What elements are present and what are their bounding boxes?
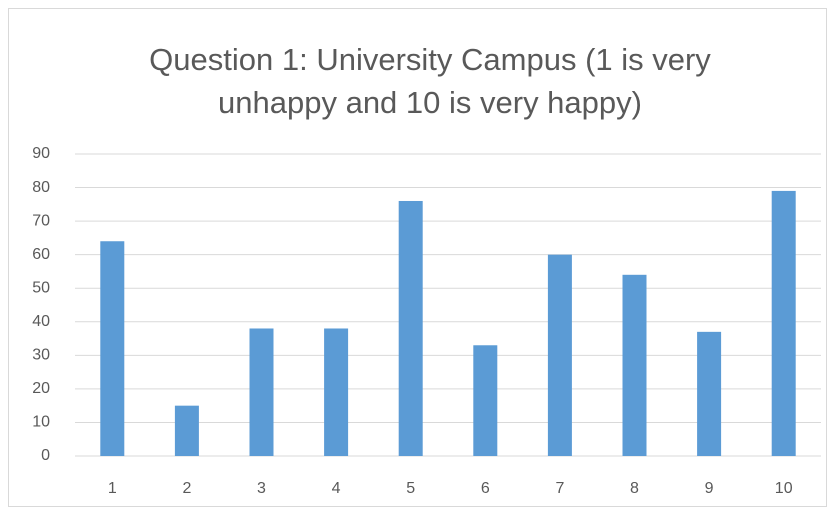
x-tick-label: 8 — [630, 480, 639, 497]
bar — [324, 328, 349, 456]
x-tick-label: 9 — [705, 480, 714, 497]
y-tick-label: 30 — [32, 347, 50, 364]
y-tick-label: 80 — [32, 179, 50, 196]
x-tick-label: 4 — [332, 480, 341, 497]
y-tick-label: 20 — [32, 380, 50, 397]
bar — [622, 274, 647, 456]
bar — [100, 241, 125, 456]
y-tick-label: 90 — [32, 145, 50, 162]
y-tick-label: 60 — [32, 246, 50, 263]
y-tick-label: 50 — [32, 279, 50, 296]
x-tick-label: 3 — [257, 480, 266, 497]
x-tick-label: 7 — [555, 480, 564, 497]
x-tick-label: 6 — [481, 480, 490, 497]
bar — [771, 190, 796, 456]
x-tick-label: 2 — [182, 480, 191, 497]
x-tick-label: 1 — [108, 480, 117, 497]
y-tick-label: 70 — [32, 212, 50, 229]
bar — [398, 200, 423, 456]
y-tick-label: 0 — [41, 447, 50, 464]
x-tick-label: 5 — [406, 480, 415, 497]
y-tick-label: 10 — [32, 414, 50, 431]
bar — [547, 254, 572, 456]
bar — [697, 331, 722, 456]
bar — [249, 328, 274, 456]
y-tick-label: 40 — [32, 313, 50, 330]
chart-title: Question 1: University Campus (1 is very… — [149, 42, 711, 120]
bar — [174, 405, 199, 456]
x-tick-label: 10 — [775, 480, 793, 497]
bar — [473, 345, 498, 456]
